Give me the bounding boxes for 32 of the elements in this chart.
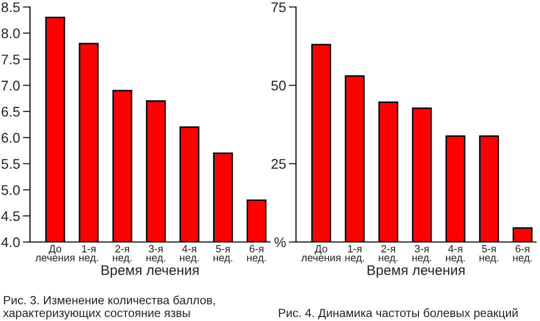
y-tick-label: 50 (271, 80, 286, 91)
y-tick-label: 7.0 (2, 80, 20, 91)
y-tick-label: 6.0 (2, 132, 20, 143)
y-tick-label: 6.5 (2, 106, 20, 117)
x-tick-label: 5-я нед. (214, 245, 232, 264)
y-tick-label: 4.0 (1, 237, 20, 248)
y-tick-label: % (274, 237, 286, 248)
x-tick-label: 5-я нед. (480, 245, 498, 264)
y-tick-label: 4.5 (1, 211, 20, 222)
x-tick-label: 3-я нед. (412, 245, 432, 264)
x-tick-label: 2-я нед. (378, 245, 398, 264)
x-axis-title: Время лечения (102, 265, 198, 278)
text: Рис. 4. Динамика частоты болевых реакций (278, 308, 518, 320)
x-tick-label: До лечения (301, 245, 340, 262)
y-tick-label: 5.0 (2, 185, 20, 195)
x-axis-title: Время лечения (368, 265, 464, 278)
x-tick-label: 4-я нед. (180, 245, 199, 264)
x-tick-label: 2-я нед. (112, 245, 132, 264)
x-tick-label: 4-я нед. (446, 245, 465, 264)
x-tick-label: До лечения (35, 245, 74, 262)
x-tick-label: 1-я нед. (345, 245, 364, 264)
x-tick-label: 6-я нед. (513, 245, 532, 264)
y-tick-label: 75 (272, 2, 286, 12)
y-tick-label: 8.5 (2, 2, 20, 12)
y-tick-label: 25 (272, 159, 286, 169)
y-tick-label: 7.5 (2, 54, 20, 64)
x-tick-label: 6-я нед. (247, 245, 266, 264)
x-tick-label: 1-я нед. (79, 245, 98, 264)
x-tick-label: 3-я нед. (146, 245, 166, 264)
y-tick-label: 5.5 (2, 159, 20, 169)
y-tick-label: 8.0 (2, 28, 20, 38)
text: Рис. 3. Изменение количества баллов, характеризующих состояние язвы (3, 296, 215, 320)
